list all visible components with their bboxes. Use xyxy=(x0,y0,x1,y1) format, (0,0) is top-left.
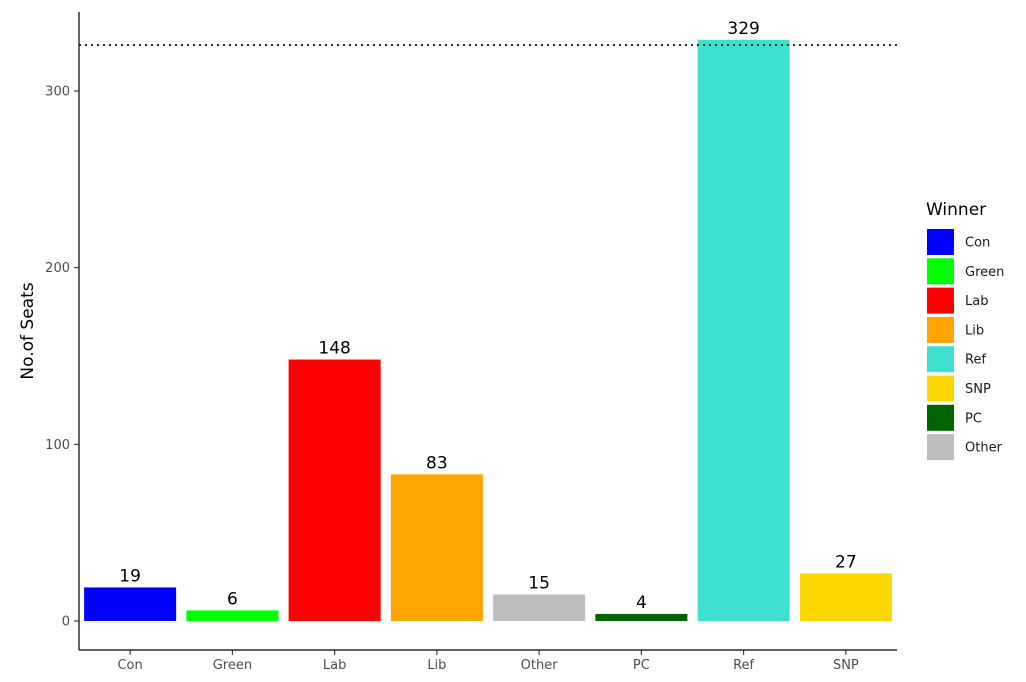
bar-snp xyxy=(799,573,892,621)
bar-value-label: 148 xyxy=(318,339,350,359)
x-tick-label: PC xyxy=(633,658,650,673)
x-tick-label: SNP xyxy=(833,658,859,673)
x-axis-ticks: Con Green Lab Lib Other PC Ref SNP xyxy=(117,650,859,673)
legend-label: Green xyxy=(965,265,1004,280)
legend-label: SNP xyxy=(965,382,991,397)
x-tick-label: Lab xyxy=(323,658,346,673)
legend: Winner Con Green Lab Lib Ref SNP PC Other xyxy=(926,200,1004,461)
x-tick-label: Ref xyxy=(733,658,754,673)
bar-value-label: 83 xyxy=(426,453,448,473)
legend-label: Ref xyxy=(965,353,986,368)
bar-con xyxy=(84,587,177,621)
legend-key-snp xyxy=(927,375,954,402)
legend-key-ref xyxy=(927,346,954,373)
x-tick-label: Green xyxy=(213,658,252,673)
x-tick-label: Con xyxy=(117,658,142,673)
y-axis-title: No.of Seats xyxy=(18,282,38,379)
legend-label: Lab xyxy=(965,294,988,309)
bar-lab xyxy=(288,359,381,621)
legend-label: Other xyxy=(965,441,1003,456)
y-tick-label: 0 xyxy=(62,615,70,630)
legend-label: PC xyxy=(965,411,982,426)
x-tick-label: Lib xyxy=(427,658,446,673)
legend-label: Lib xyxy=(965,323,984,338)
bars xyxy=(84,39,892,622)
bar-green xyxy=(186,610,279,621)
y-tick-label: 200 xyxy=(45,261,70,276)
legend-key-lab xyxy=(927,287,954,314)
bar-value-label: 19 xyxy=(119,566,141,586)
legend-key-other xyxy=(927,434,954,461)
y-tick-label: 300 xyxy=(45,85,70,100)
legend-label: Con xyxy=(965,236,990,251)
bar-other xyxy=(493,594,586,621)
bar-lib xyxy=(390,474,483,621)
bar-value-label: 27 xyxy=(835,552,857,572)
legend-key-con xyxy=(927,229,954,255)
bar-value-label: 329 xyxy=(727,19,759,39)
bar-pc xyxy=(595,613,688,621)
legend-items: Con Green Lab Lib Ref SNP PC Other xyxy=(927,229,1004,461)
legend-key-lib xyxy=(927,316,954,343)
y-tick-label: 100 xyxy=(45,438,70,453)
bar-value-label: 6 xyxy=(227,589,238,609)
legend-key-green xyxy=(927,258,954,285)
x-tick-label: Other xyxy=(521,658,559,673)
bar-value-label: 4 xyxy=(636,593,647,613)
legend-key-pc xyxy=(927,404,954,431)
legend-title: Winner xyxy=(926,200,986,220)
y-axis-ticks: 0 100 200 300 xyxy=(45,85,79,630)
bar-value-label: 15 xyxy=(528,574,550,594)
bar-ref xyxy=(697,39,790,622)
bar-value-labels: 19 6 148 83 15 4 329 27 xyxy=(119,19,856,613)
